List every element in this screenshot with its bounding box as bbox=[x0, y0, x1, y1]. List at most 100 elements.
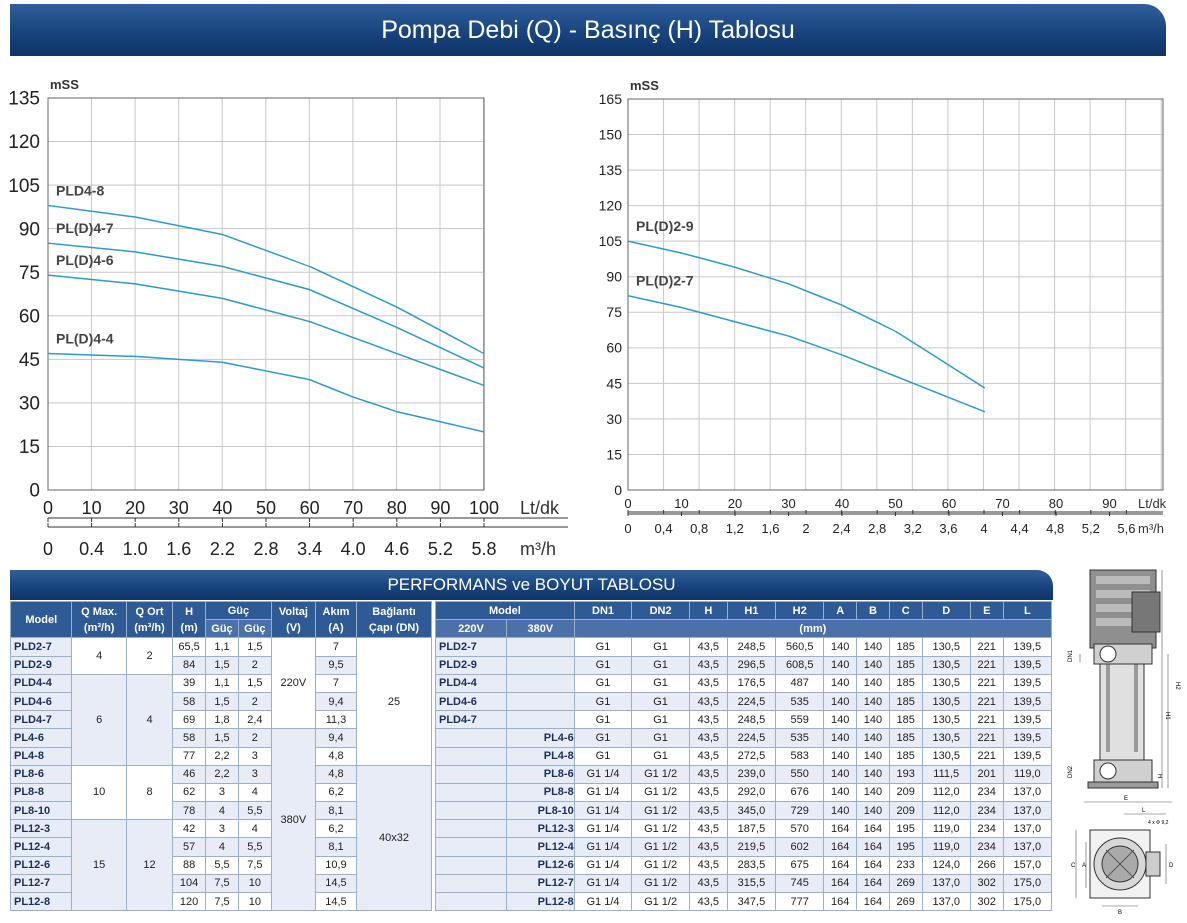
cell-d: 130,5 bbox=[921, 637, 971, 657]
cell-dn2: G1 1/2 bbox=[631, 837, 690, 857]
cell-qort: 8 bbox=[125, 764, 174, 821]
x-axis-label: Lt/dk bbox=[1138, 496, 1167, 511]
table-row: PL8-8 G1 1/4 G1 1/2 43,5 292,0 676 140 140 209 11… bbox=[435, 782, 1053, 803]
cell-dn2: G1 1/2 bbox=[631, 782, 690, 803]
y-tick-label: 90 bbox=[606, 269, 622, 285]
cell-d: 119,0 bbox=[921, 837, 971, 857]
cell-akim: 8,1 bbox=[315, 801, 357, 821]
cell-h: 58 bbox=[172, 691, 207, 712]
cell-model-220v: PLD2-9 bbox=[435, 655, 507, 675]
col-model: Model bbox=[9, 600, 73, 639]
y-tick-label: 60 bbox=[606, 340, 622, 356]
cell-guc1: 7,5 bbox=[205, 873, 239, 894]
cell-c: 185 bbox=[888, 637, 923, 657]
cell-akim: 7 bbox=[315, 673, 357, 693]
cell-h: 39 bbox=[172, 673, 207, 693]
cell-h1: 347,5 bbox=[726, 891, 777, 912]
cell-h1: 315,5 bbox=[726, 873, 777, 894]
cell-dn2: G1 bbox=[631, 655, 690, 675]
y-tick-label: 105 bbox=[8, 176, 40, 197]
cell-h: 43,5 bbox=[688, 710, 728, 730]
series-line-pl-d-4-4 bbox=[47, 352, 485, 433]
x-tick-label: 30 bbox=[169, 498, 189, 518]
x2-tick-label: 2.8 bbox=[253, 539, 278, 559]
performance-table: Model Q Max. (m³/h) Q Ort (m³/h) H (m) Güç … bbox=[9, 600, 433, 912]
cell-model-220v bbox=[435, 746, 507, 766]
col-b: B bbox=[856, 600, 890, 621]
cell-a: 140 bbox=[823, 710, 858, 730]
cell-h: 43,5 bbox=[688, 637, 728, 657]
cell-model-220v bbox=[435, 873, 507, 894]
cell-model-220v: PLD4-6 bbox=[435, 691, 507, 712]
table-row: PL4-8 G1 G1 43,5 272,5 583 140 140 185 130,5 221 13… bbox=[435, 746, 1053, 766]
x-tick-label: 90 bbox=[1102, 496, 1116, 511]
cell-dn1: G1 1/4 bbox=[573, 855, 633, 875]
x-tick-label: 10 bbox=[82, 498, 102, 518]
cell-baglanti: 40x32 bbox=[355, 764, 433, 912]
y-tick-label: 45 bbox=[19, 350, 40, 371]
cell-model-220v bbox=[435, 837, 507, 857]
cell-model: PL4-6 bbox=[9, 728, 73, 748]
cell-h2: 675 bbox=[775, 855, 825, 875]
x2-tick-label: 4.6 bbox=[384, 539, 409, 559]
cell-d: 130,5 bbox=[921, 746, 971, 766]
cell-c: 209 bbox=[888, 782, 923, 803]
cell-guc1: 2,2 bbox=[205, 746, 239, 766]
cell-e: 221 bbox=[969, 746, 1004, 766]
x-tick-label: 70 bbox=[995, 496, 1009, 511]
series-line-pl-d-4-7 bbox=[47, 242, 485, 369]
col-baglanti: Bağlantı Çapı (DN) bbox=[355, 600, 433, 639]
table-row: PL8-6 G1 1/4 G1 1/2 43,5 239,0 550 140 140 193 11… bbox=[435, 764, 1053, 784]
y-tick-label: 0 bbox=[614, 482, 622, 498]
table-row: PL12-4 57 4 5,5 8,1 bbox=[9, 837, 432, 857]
cell-h: 43,5 bbox=[688, 819, 728, 839]
cell-l: 119,0 bbox=[1002, 764, 1053, 784]
x-tick-label: 100 bbox=[469, 498, 499, 518]
cell-h2: 729 bbox=[775, 801, 825, 821]
cell-qmax: 4 bbox=[71, 637, 127, 675]
cell-h1: 176,5 bbox=[726, 673, 777, 693]
cell-guc1: 1,5 bbox=[205, 728, 239, 748]
cell-baglanti: 25 bbox=[355, 637, 433, 766]
cell-guc1: 1,8 bbox=[205, 710, 239, 730]
col-h2: H2 bbox=[775, 600, 825, 621]
cell-h: 43,5 bbox=[688, 782, 728, 803]
cell-dn2: G1 1/2 bbox=[631, 855, 690, 875]
cell-model: PL8-10 bbox=[9, 801, 73, 821]
cell-akim: 9,4 bbox=[315, 691, 357, 712]
cell-c: 185 bbox=[888, 728, 923, 748]
cell-akim: 4,8 bbox=[315, 764, 357, 784]
x2-tick-label: 0 bbox=[43, 539, 53, 559]
cell-guc1: 1,1 bbox=[205, 637, 239, 657]
cell-b: 164 bbox=[856, 837, 890, 857]
x2-tick-label: 5.2 bbox=[428, 539, 453, 559]
cell-h: 43,5 bbox=[688, 655, 728, 675]
cell-model-380v: PL12-6 bbox=[505, 855, 575, 875]
cell-l: 139,5 bbox=[1002, 746, 1053, 766]
cell-model: PL12-8 bbox=[9, 891, 73, 912]
cell-l: 139,5 bbox=[1002, 710, 1053, 730]
cell-c: 233 bbox=[888, 855, 923, 875]
cell-l: 137,0 bbox=[1002, 837, 1053, 857]
y-tick-label: 30 bbox=[606, 411, 622, 427]
cell-c: 269 bbox=[888, 891, 923, 912]
table-row: PL12-8 G1 1/4 G1 1/2 43,5 347,5 777 164 164 269 1… bbox=[435, 891, 1053, 912]
cell-h2: 602 bbox=[775, 837, 825, 857]
cell-h1: 283,5 bbox=[726, 855, 777, 875]
cell-d: 130,5 bbox=[921, 728, 971, 748]
cell-l: 157,0 bbox=[1002, 855, 1053, 875]
cell-dn2: G1 bbox=[631, 710, 690, 730]
col-unit: (mm) bbox=[573, 619, 1053, 639]
cell-h2: 583 bbox=[775, 746, 825, 766]
x-tick-label: 30 bbox=[781, 496, 795, 511]
cell-a: 140 bbox=[823, 673, 858, 693]
y-axis-label: mSS bbox=[50, 77, 79, 92]
x-tick-label: 40 bbox=[835, 496, 849, 511]
col-qort: Q Ort (m³/h) bbox=[125, 600, 174, 639]
cell-model: PLD4-7 bbox=[9, 710, 73, 730]
cell-a: 140 bbox=[823, 691, 858, 712]
cell-dn1: G1 1/4 bbox=[573, 819, 633, 839]
cell-guc2: 3 bbox=[237, 746, 272, 766]
performance-title: PERFORMANS ve BOYUT TABLOSU bbox=[10, 570, 1053, 600]
x2-tick-label: 0,4 bbox=[655, 521, 673, 536]
